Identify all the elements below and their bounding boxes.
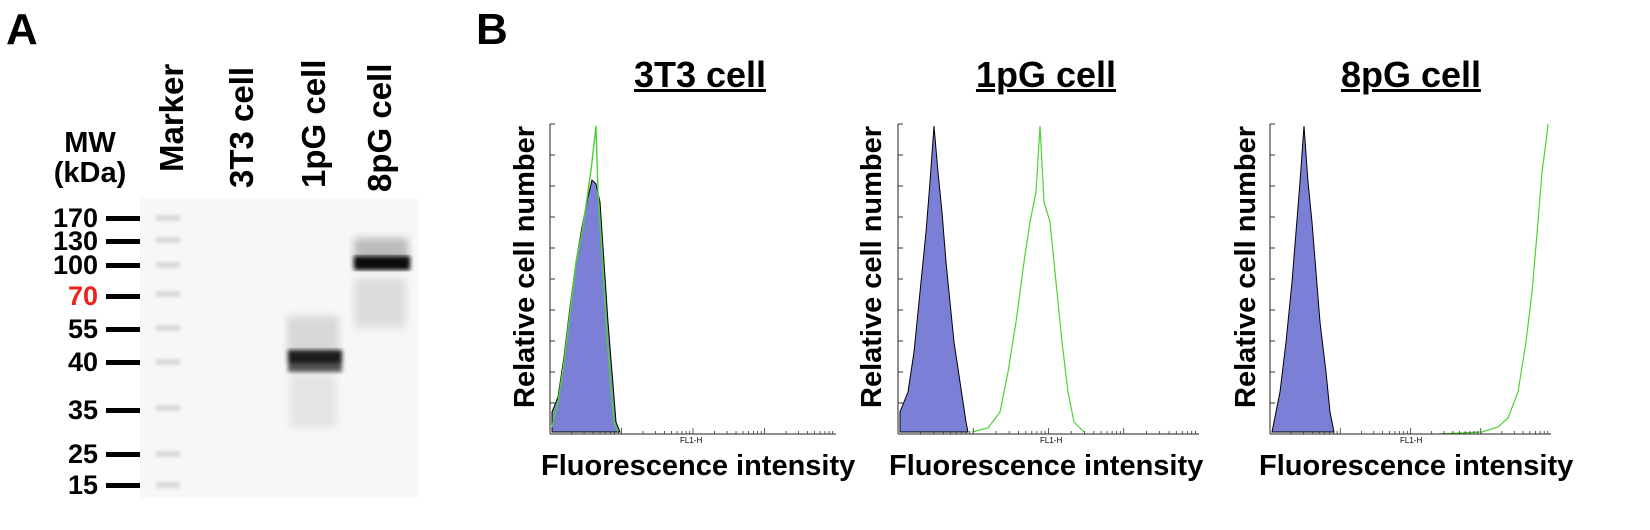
mw-marker-tick [106, 263, 140, 268]
mw-marker-tick [106, 327, 140, 332]
panel-a-letter: A [6, 5, 38, 54]
histogram-title-3t3: 3T3 cell [633, 54, 767, 95]
mw-marker-row: 25 [40, 439, 140, 469]
histogram-filled-8pg [1271, 125, 1335, 433]
histogram-fl-label-1pg: FL1-H [1040, 436, 1063, 445]
histogram-title-8pg: 8pG cell [1340, 54, 1482, 95]
histogram-plot-1pg [897, 123, 1199, 435]
band-1pg-main [288, 350, 342, 372]
histogram-xticks-8pg [1269, 428, 1549, 434]
mw-marker-row: 40 [40, 347, 140, 377]
mw-marker-tick [106, 408, 140, 413]
mw-marker-tick [106, 452, 140, 457]
mw-marker-value: 130 [52, 226, 98, 256]
lane-label-3t3: 3T3 cell [223, 66, 260, 188]
mw-marker-row: 55 [40, 314, 140, 344]
histogram-filled-3t3 [551, 179, 621, 433]
mw-marker-tick [106, 483, 140, 488]
histogram-fl-label-8pg: FL1-H [1400, 436, 1423, 445]
mw-marker-value: 35 [67, 395, 98, 425]
western-blot-image [140, 198, 418, 498]
band-8pg-main [354, 256, 410, 270]
histogram-xticks-1pg [897, 428, 1196, 434]
band-8pg-smear [354, 238, 408, 328]
mw-marker-row: 70 [40, 281, 140, 311]
histogram-ylabel-3t3: Relative cell number [509, 125, 541, 408]
mw-marker-value: 40 [67, 347, 98, 377]
marker-lane-bands [156, 216, 180, 487]
histogram-plot-3t3 [549, 123, 836, 435]
histogram-ylabel-1pg: Relative cell number [856, 125, 888, 408]
histogram-xlabel-1pg: Fluorescence intensity [889, 450, 1204, 482]
mw-marker-value: 100 [52, 250, 98, 280]
mw-marker-tick [106, 294, 140, 299]
histogram-outline-1pg [971, 125, 1085, 433]
mw-marker-tick [106, 239, 140, 244]
mw-marker-row: 170 [40, 203, 140, 233]
mw-marker-row: 100 [40, 250, 140, 280]
histogram-plot-8pg [1269, 123, 1551, 435]
histogram-ylabel-8pg: Relative cell number [1230, 125, 1262, 408]
mw-header: MW (kDa) [40, 128, 140, 189]
mw-marker-value: 25 [67, 439, 98, 469]
lane-label-8pg: 8pG cell [361, 63, 398, 192]
mw-marker-row: 130 [40, 226, 140, 256]
western-blot-svg [156, 216, 410, 487]
histogram-fl-label-3t3: FL1-H [680, 436, 703, 445]
mw-header-line2: (kDa) [53, 157, 127, 190]
lane-label-1pg: 1pG cell [295, 59, 332, 188]
mw-marker-tick [106, 360, 140, 365]
mw-marker-value: 55 [67, 314, 98, 344]
histogram-filled-1pg [899, 125, 969, 433]
mw-marker-value: 70 [67, 281, 98, 311]
mw-marker-tick [106, 216, 140, 221]
lane-label-marker: Marker [153, 63, 190, 172]
mw-marker-row: 35 [40, 395, 140, 425]
mw-header-line1: MW [64, 127, 116, 159]
histogram-outline-8pg [1437, 123, 1549, 435]
histogram-yticks-8pg [1270, 123, 1275, 404]
mw-marker-value: 15 [67, 470, 98, 500]
panel-b-letter: B [476, 5, 508, 54]
histogram-yticks-3t3 [550, 123, 555, 404]
mw-marker-row: 15 [40, 470, 140, 500]
histogram-title-1pg: 1pG cell [975, 54, 1117, 95]
histogram-yticks-1pg [898, 123, 903, 404]
mw-marker-value: 170 [52, 203, 98, 233]
histogram-xlabel-8pg: Fluorescence intensity [1259, 450, 1574, 482]
histogram-xticks-3t3 [549, 428, 834, 434]
histogram-outline-3t3 [551, 125, 619, 433]
histogram-xlabel-3t3: Fluorescence intensity [541, 450, 856, 482]
